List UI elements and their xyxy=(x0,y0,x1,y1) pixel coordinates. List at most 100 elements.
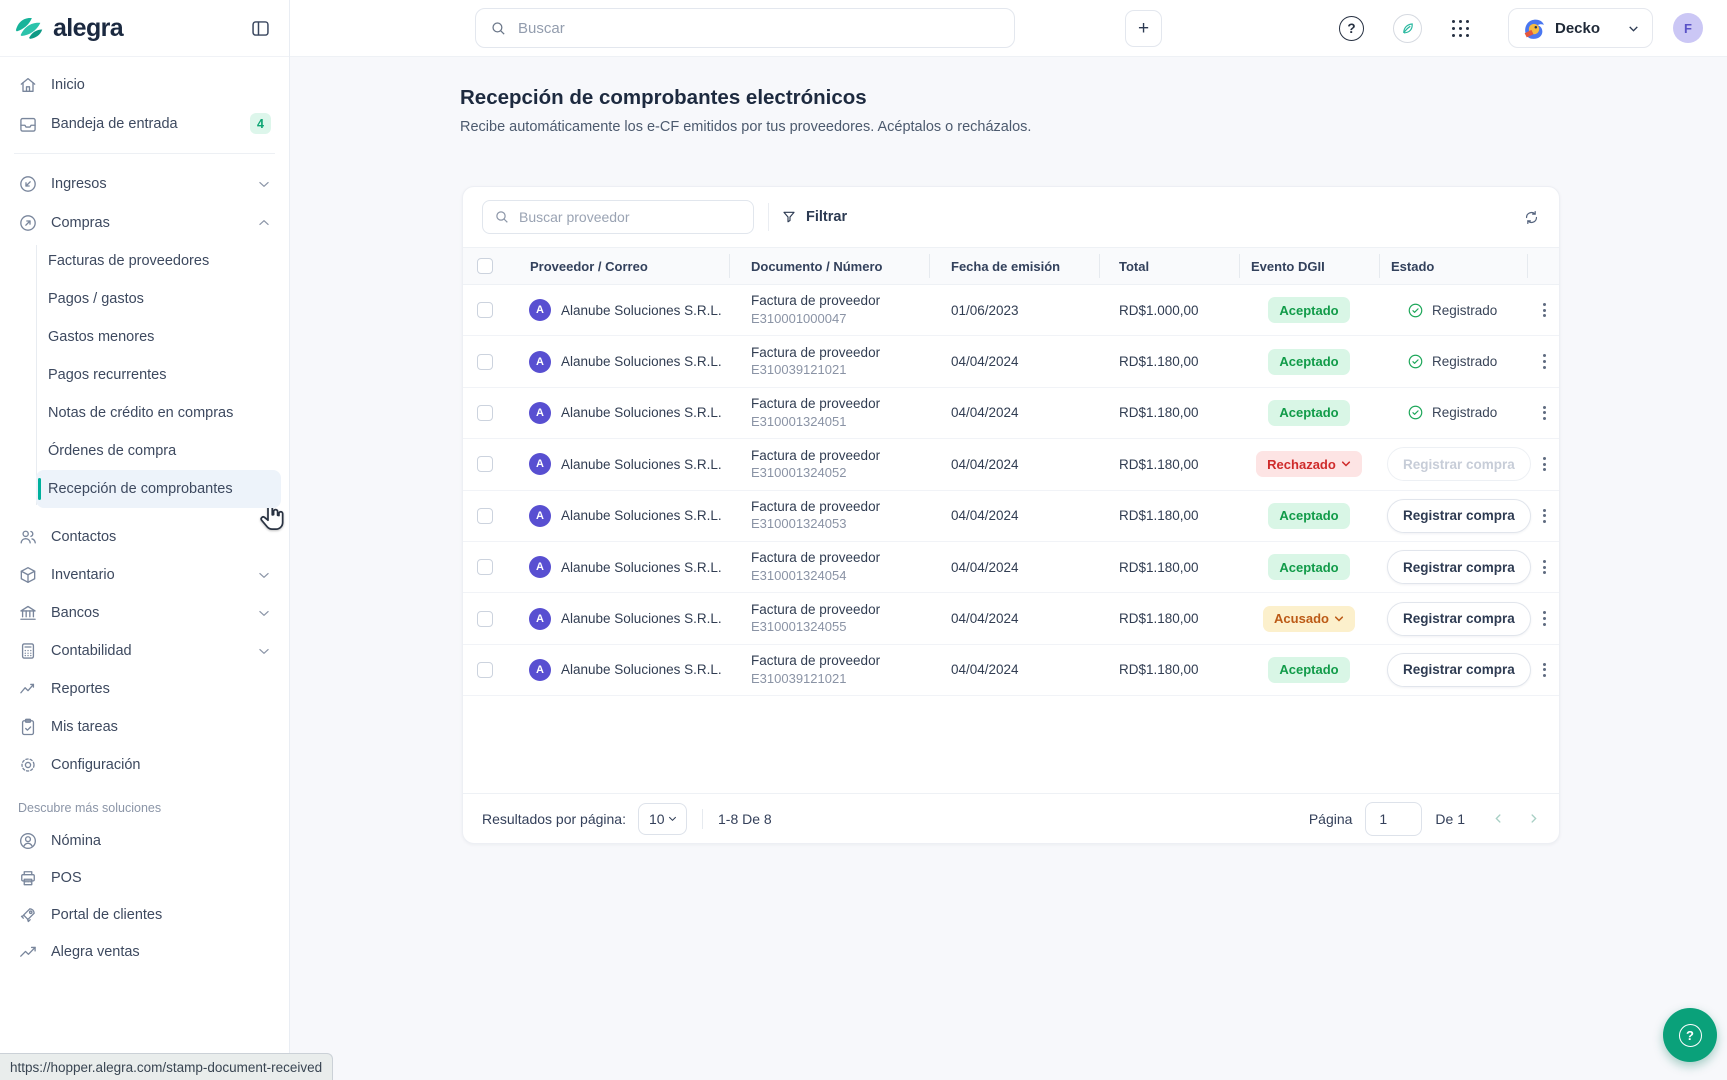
chevron-down-icon xyxy=(1334,614,1344,624)
sidebar-item-bandeja-de-entrada[interactable]: Bandeja de entrada4 xyxy=(8,104,281,143)
estado-cell: Registrar compra xyxy=(1379,602,1527,636)
kebab-menu-icon[interactable] xyxy=(1537,605,1552,631)
sidebar-item-pos[interactable]: POS xyxy=(8,859,281,896)
document-cell: Factura de proveedor E310001324052 xyxy=(729,447,929,483)
filter-button[interactable]: Filtrar xyxy=(781,209,847,225)
funnel-icon xyxy=(781,209,797,225)
estado-cell: Registrar compra xyxy=(1379,499,1527,533)
workspace-switcher[interactable]: Decko xyxy=(1508,8,1653,48)
sidebar-item-inicio[interactable]: Inicio xyxy=(8,65,281,104)
chevron-down-icon xyxy=(257,568,271,582)
row-checkbox[interactable] xyxy=(477,354,493,370)
row-checkbox[interactable] xyxy=(477,611,493,627)
kebab-menu-icon[interactable] xyxy=(1537,348,1552,374)
sidebar-item-recepcion-de-comprobantes[interactable]: Recepción de comprobantes xyxy=(36,470,281,508)
sidebar-item-compras[interactable]: Compras xyxy=(8,203,281,242)
badge-label: Rechazado xyxy=(1267,457,1336,472)
tasks-icon xyxy=(18,717,38,737)
previous-page-icon[interactable] xyxy=(1492,812,1505,825)
document-cell: Factura de proveedor E310001000047 xyxy=(729,292,929,328)
global-search-input[interactable]: Buscar xyxy=(475,8,1015,48)
sidebar-item-ingresos[interactable]: Ingresos xyxy=(8,164,281,203)
row-actions-cell xyxy=(1527,503,1561,529)
sidebar-item-pagos-recurrentes[interactable]: Pagos recurrentes xyxy=(8,356,281,394)
row-actions-cell xyxy=(1527,657,1561,683)
provider-name: Alanube Soluciones S.R.L. xyxy=(561,560,722,575)
sidebar-item-label: Bancos xyxy=(51,605,244,621)
next-page-icon[interactable] xyxy=(1527,812,1540,825)
apps-grid-icon[interactable] xyxy=(1452,20,1470,38)
sidebar-item-contabilidad[interactable]: Contabilidad xyxy=(8,632,281,670)
alegra-logo[interactable]: alegra xyxy=(14,14,123,43)
document-cell: Factura de proveedor E310001324051 xyxy=(729,395,929,431)
register-purchase-button[interactable]: Registrar compra xyxy=(1387,602,1531,636)
dgii-event-badge[interactable]: Rechazado xyxy=(1256,451,1362,477)
page-size-select[interactable]: 10 xyxy=(638,803,687,835)
app-window: alegra Inicio Bandeja de entrada4 Ingreso… xyxy=(0,0,1727,1080)
provider-search-input[interactable]: Buscar proveedor xyxy=(482,200,754,234)
sidebar-item-configuracion[interactable]: Configuración xyxy=(8,746,281,784)
page-number-input[interactable]: 1 xyxy=(1365,802,1422,836)
sidebar: alegra Inicio Bandeja de entrada4 Ingreso… xyxy=(0,0,290,1080)
inventory-icon xyxy=(18,565,38,585)
check-circle-icon xyxy=(1407,353,1424,370)
badge-label: Aceptado xyxy=(1279,354,1338,369)
support-fab[interactable]: ? xyxy=(1663,1008,1717,1062)
row-checkbox[interactable] xyxy=(477,508,493,524)
sidebar-item-label: Recepción de comprobantes xyxy=(48,481,271,497)
results-per-page-label: Resultados por página: xyxy=(482,811,626,827)
register-purchase-button[interactable]: Registrar compra xyxy=(1387,550,1531,584)
sidebar-item-contactos[interactable]: Contactos xyxy=(8,518,281,556)
page-size-value: 10 xyxy=(649,811,665,827)
dgii-event-badge[interactable]: Acusado xyxy=(1263,606,1355,632)
row-checkbox[interactable] xyxy=(477,662,493,678)
row-checkbox[interactable] xyxy=(477,456,493,472)
sidebar-item-facturas-de-proveedores[interactable]: Facturas de proveedores xyxy=(8,242,281,280)
user-avatar[interactable]: F xyxy=(1673,13,1703,43)
sidebar-item-notas-de-credito-en-compras[interactable]: Notas de crédito en compras xyxy=(8,394,281,432)
sidebar-item-pagos-gastos[interactable]: Pagos / gastos xyxy=(8,280,281,318)
row-checkbox-cell xyxy=(463,456,509,472)
leaf-icon[interactable] xyxy=(1393,14,1422,43)
workspace-logo xyxy=(1521,16,1546,41)
register-purchase-button[interactable]: Registrar compra xyxy=(1387,499,1531,533)
sidebar-item-gastos-menores[interactable]: Gastos menores xyxy=(8,318,281,356)
kebab-menu-icon[interactable] xyxy=(1537,554,1552,580)
select-all-checkbox[interactable] xyxy=(477,258,493,274)
sidebar-item-portal-de-clientes[interactable]: Portal de clientes xyxy=(8,896,281,933)
row-checkbox[interactable] xyxy=(477,302,493,318)
kebab-menu-icon[interactable] xyxy=(1537,451,1552,477)
sidebar-item-label: Inicio xyxy=(51,77,271,93)
document-type: Factura de proveedor xyxy=(751,601,929,619)
row-checkbox[interactable] xyxy=(477,405,493,421)
sidebar-item-bancos[interactable]: Bancos xyxy=(8,594,281,632)
badge-label: Aceptado xyxy=(1279,560,1338,575)
check-circle-icon xyxy=(1407,404,1424,421)
dgii-event-badge: Aceptado xyxy=(1268,297,1349,323)
help-icon[interactable]: ? xyxy=(1339,16,1364,41)
dgii-event-cell: Acusado xyxy=(1239,606,1379,632)
dgii-event-badge: Aceptado xyxy=(1268,554,1349,580)
register-purchase-button[interactable]: Registrar compra xyxy=(1387,653,1531,687)
emission-date-cell: 04/04/2024 xyxy=(929,405,1099,420)
row-checkbox[interactable] xyxy=(477,559,493,575)
sidebar-collapse-icon[interactable] xyxy=(250,18,271,39)
sidebar-item-alegra-ventas[interactable]: Alegra ventas xyxy=(8,933,281,970)
kebab-menu-icon[interactable] xyxy=(1537,503,1552,529)
kebab-menu-icon[interactable] xyxy=(1537,400,1552,426)
page-subtitle: Recibe automáticamente los e-CF emitidos… xyxy=(460,119,1727,135)
sidebar-item-nomina[interactable]: Nómina xyxy=(8,822,281,859)
kebab-menu-icon[interactable] xyxy=(1537,297,1552,323)
create-new-button[interactable]: + xyxy=(1125,10,1162,47)
workspace-name: Decko xyxy=(1555,20,1618,37)
estado-cell: Registrar compra xyxy=(1379,653,1527,687)
refresh-button[interactable] xyxy=(1523,209,1540,226)
header-cell-checkbox xyxy=(463,258,509,274)
kebab-menu-icon[interactable] xyxy=(1537,657,1552,683)
sidebar-item-mis-tareas[interactable]: Mis tareas xyxy=(8,708,281,746)
sidebar-item-reportes[interactable]: Reportes xyxy=(8,670,281,708)
card-toolbar: Buscar proveedor Filtrar xyxy=(463,187,1559,247)
brand-text: alegra xyxy=(53,14,123,43)
sidebar-item-inventario[interactable]: Inventario xyxy=(8,556,281,594)
sidebar-item-ordenes-de-compra[interactable]: Órdenes de compra xyxy=(8,432,281,470)
